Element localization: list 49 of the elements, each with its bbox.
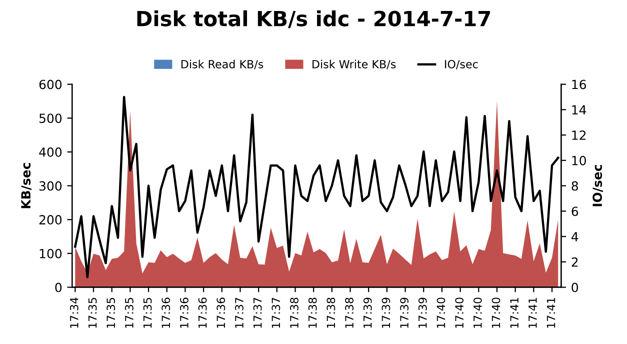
chart-title: Disk total KB/s idc - 2014-7-17 (137, 10, 490, 28)
y-tick-label: 400 (39, 147, 62, 157)
x-tick-label: 17:39 (382, 298, 390, 328)
y-axis-title: KB/sec (21, 163, 32, 208)
x-tick-label: 17:39 (363, 298, 372, 328)
x-tick-label: 17:38 (326, 298, 336, 328)
y2-tick-label: 16 (572, 80, 586, 90)
y-tick-label: 600 (39, 80, 62, 90)
x-tick-label: 17:40 (455, 298, 464, 328)
x-tick-label: 17:37 (272, 298, 280, 328)
y-tick-label: 300 (39, 181, 62, 191)
y-tick-label: 100 (40, 248, 62, 258)
x-tick-label: 17:36 (198, 298, 207, 328)
y2-tick-label: 10 (572, 156, 586, 166)
y2-axis-title: IO/sec (592, 165, 604, 206)
y2-tick-label: 2 (572, 257, 578, 267)
x-tick-label: 17:35 (106, 298, 116, 328)
y2-tick-label: 0 (572, 282, 578, 292)
y-tick-label: 500 (39, 114, 62, 124)
x-tick-label: 17:35 (125, 298, 134, 328)
x-tick-label: 17:41 (510, 298, 518, 328)
x-tick-label: 17:35 (88, 298, 97, 328)
x-tick-label: 17:40 (492, 298, 500, 328)
y2-tick-label: 12 (572, 130, 586, 140)
x-tick-label: 17:35 (143, 298, 152, 328)
legend-label: Disk Read KB/s (181, 60, 264, 70)
x-tick-label: 17:36 (162, 298, 170, 328)
x-tick-label: 17:39 (418, 298, 427, 328)
y-tick-label: 0 (55, 282, 62, 292)
x-tick-label: 17:37 (235, 298, 244, 328)
legend-label: IO/sec (445, 60, 478, 70)
x-tick-label: 17:41 (528, 298, 537, 328)
x-tick-label: 17:34 (70, 298, 78, 328)
y2-tick-label: 14 (572, 105, 586, 114)
y2-tick-label: 6 (572, 206, 578, 216)
x-tick-label: 17:39 (400, 298, 408, 328)
y2-tick-label: 8 (572, 181, 578, 191)
x-tick-label: 17:38 (345, 298, 354, 328)
y-tick-label: 200 (39, 215, 62, 225)
x-tick-label: 17:41 (546, 298, 556, 328)
x-tick-label: 17:38 (290, 298, 298, 328)
x-tick-label: 17:40 (473, 298, 482, 328)
x-tick-label: 17:38 (308, 298, 317, 328)
x-tick-label: 17:36 (180, 298, 188, 328)
x-tick-label: 17:37 (253, 298, 262, 328)
x-tick-label: 17:36 (216, 298, 226, 328)
legend-label: Disk Write KB/s (312, 60, 396, 70)
x-tick-label: 17:40 (436, 298, 446, 328)
y2-tick-label: 4 (572, 232, 578, 242)
